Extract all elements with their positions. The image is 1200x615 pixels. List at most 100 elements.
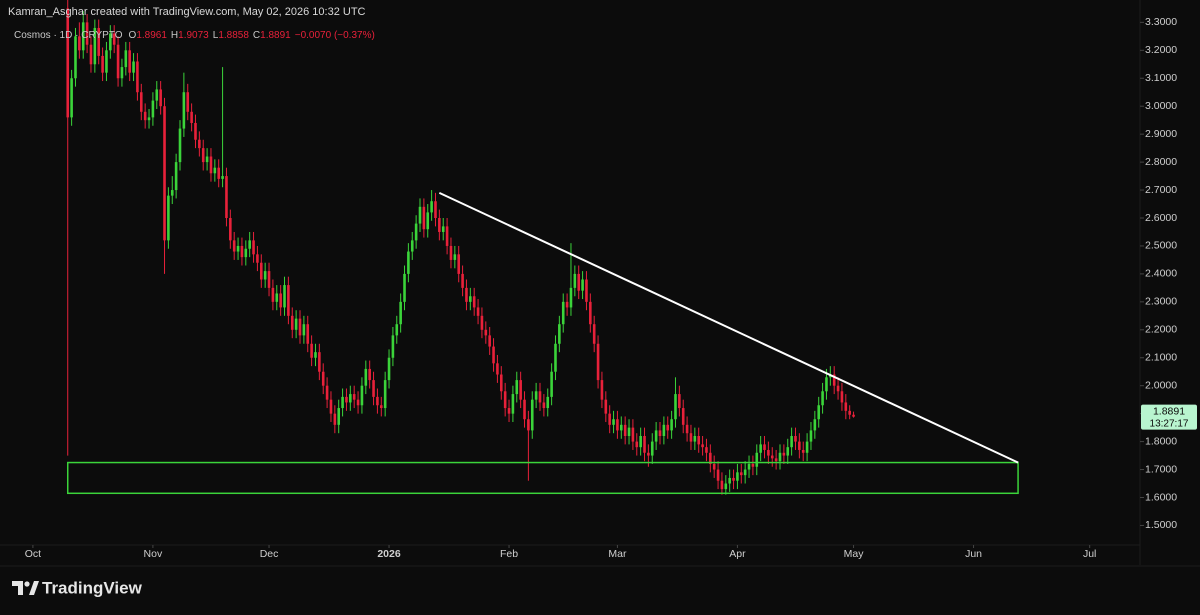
candle-body (229, 218, 232, 241)
y-tick-label: 3.1000 (1145, 72, 1177, 84)
candle-body (732, 477, 735, 481)
ohlc-value: 1.8961 (136, 30, 167, 41)
candle-body (631, 427, 635, 442)
candle-body (821, 391, 824, 406)
candle-body (685, 424, 689, 434)
candle-body (360, 385, 364, 406)
y-tick-label: 2.6000 (1145, 212, 1177, 224)
candle-body (205, 156, 209, 163)
candle-body (174, 162, 178, 191)
candle-body (852, 414, 855, 417)
candle-body (844, 402, 848, 411)
candle-body (232, 240, 236, 252)
candle-body (337, 408, 341, 425)
candle-body (534, 391, 538, 400)
candle-body (647, 452, 650, 456)
candle-body (352, 394, 356, 400)
candle-body (565, 301, 569, 308)
candle-body (116, 44, 120, 79)
candle-body (112, 33, 116, 45)
candle-body (770, 455, 774, 459)
candle-body (616, 419, 619, 431)
candle-body (817, 405, 821, 420)
candle-body (170, 190, 174, 196)
candle-body (267, 271, 271, 288)
candle-body (387, 357, 391, 381)
candle-body (724, 483, 728, 490)
candle-body (383, 380, 387, 409)
y-tick-label: 1.6000 (1145, 491, 1177, 503)
candle-body (666, 424, 670, 431)
candle-body (848, 410, 851, 415)
x-tick-label: May (844, 548, 865, 560)
candle-body (801, 449, 805, 453)
candle-body (155, 89, 159, 101)
x-tick-label: Dec (260, 548, 279, 560)
candle-body (674, 394, 677, 420)
candle-body (190, 111, 193, 123)
candle-body (151, 100, 155, 118)
candle-body (747, 463, 751, 470)
ohlc-value: 1.8891 (260, 30, 291, 41)
candle-body (689, 433, 693, 442)
candle-body (244, 248, 248, 258)
ohlc-letter: O (129, 30, 137, 41)
candle-body (739, 472, 743, 476)
x-tick-label: Mar (608, 548, 627, 560)
candle-body (186, 92, 190, 112)
candle-body (66, 8, 70, 118)
candle-body (515, 380, 519, 395)
candle-body (465, 287, 468, 302)
candle-body (198, 139, 201, 149)
candle-body (225, 176, 228, 218)
candle-body (798, 441, 801, 450)
candle-body (178, 128, 182, 163)
candle-body (635, 441, 639, 448)
candle-body (786, 447, 790, 456)
candle-body (589, 301, 592, 325)
x-tick-label: Jun (965, 548, 982, 560)
candle-body (569, 287, 573, 308)
candle-body (318, 352, 321, 372)
candle-body (527, 419, 530, 431)
candle-body (681, 408, 685, 425)
candle-body (275, 293, 279, 302)
candle-body (558, 324, 561, 344)
candle-body (794, 436, 797, 442)
candle-body (252, 240, 255, 255)
candle-body (364, 368, 368, 386)
x-tick-label: Nov (144, 548, 163, 560)
candle-body (201, 148, 205, 163)
y-tick-label: 3.0000 (1145, 100, 1177, 112)
y-tick-label: 2.9000 (1145, 128, 1177, 140)
candle-body (287, 285, 290, 316)
candle-body (403, 273, 406, 302)
candle-body (550, 371, 553, 397)
candle-body (476, 307, 480, 316)
candle-body (832, 374, 836, 386)
logo-mark (24, 581, 30, 587)
candle-body (271, 287, 275, 302)
trendline (438, 191, 1019, 464)
change: −0.0070 (−0.37%) (295, 30, 375, 41)
candle-body (345, 396, 348, 403)
candle-body (221, 176, 224, 179)
candle-body (263, 271, 267, 280)
candle-body (182, 92, 186, 129)
candle-body (712, 463, 716, 470)
candle-body (716, 469, 720, 481)
ohlc-value: 1.8858 (218, 30, 249, 41)
x-tick-label: Apr (729, 548, 746, 560)
candle-body (120, 67, 124, 79)
y-tick-label: 2.5000 (1145, 240, 1177, 252)
candle-body (391, 335, 395, 358)
candle-body (379, 405, 383, 409)
candle-body (643, 436, 646, 453)
candle-body (461, 273, 464, 288)
candle-body (449, 245, 453, 260)
candle-body (697, 436, 701, 445)
candle-body (577, 273, 581, 291)
candle-body (445, 226, 449, 246)
